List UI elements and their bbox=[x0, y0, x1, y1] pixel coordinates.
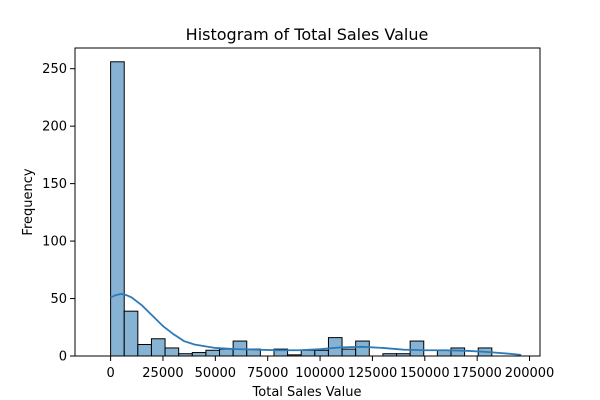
x-axis-label: Total Sales Value bbox=[252, 385, 362, 400]
x-axis-ticks: 0 25000 50000 75000 100000 125000 150000 175000… bbox=[106, 356, 554, 381]
plot-frame bbox=[74, 47, 541, 357]
y-tick-label: 100 bbox=[42, 235, 67, 250]
kde-curve bbox=[110, 293, 522, 356]
histogram-bar-7 bbox=[205, 349, 221, 357]
histogram-bar-15 bbox=[314, 349, 329, 357]
histogram-bar-22 bbox=[409, 340, 425, 357]
x-tick-label: 25000 bbox=[142, 366, 183, 381]
histogram-bar-1 bbox=[123, 310, 139, 357]
x-tick-label: 50000 bbox=[195, 366, 236, 381]
chart-title: Histogram of Total Sales Value bbox=[186, 25, 429, 44]
histogram-bar-14 bbox=[300, 349, 316, 357]
x-tick-label: 100000 bbox=[295, 366, 345, 381]
y-tick-label: 50 bbox=[50, 292, 67, 307]
histogram-bar-17 bbox=[341, 348, 357, 357]
y-tick-label: 150 bbox=[42, 177, 67, 192]
histogram-bars bbox=[110, 61, 493, 357]
histogram-bar-8 bbox=[219, 348, 234, 357]
x-tick-label: 175000 bbox=[452, 366, 502, 381]
x-tick-label: 150000 bbox=[400, 366, 450, 381]
histogram-bar-6 bbox=[191, 352, 207, 357]
histogram-bar-18 bbox=[355, 340, 370, 357]
y-axis-ticks: 0 50 100 150 200 250 bbox=[42, 62, 75, 365]
y-tick-label: 0 bbox=[59, 350, 67, 365]
histogram-bar-2 bbox=[137, 344, 152, 357]
histogram-bar-3 bbox=[150, 338, 166, 357]
histogram-bar-25 bbox=[450, 347, 466, 357]
histogram-bar-0 bbox=[110, 61, 125, 357]
y-tick-label: 250 bbox=[42, 62, 67, 77]
x-tick-label: 125000 bbox=[348, 366, 398, 381]
x-tick-label: 200000 bbox=[505, 366, 555, 381]
x-tick-label: 0 bbox=[106, 366, 114, 381]
x-tick-label: 75000 bbox=[247, 366, 288, 381]
histogram-bar-4 bbox=[164, 347, 180, 357]
y-tick-label: 200 bbox=[42, 120, 67, 135]
y-axis-label: Frequency bbox=[21, 168, 36, 235]
